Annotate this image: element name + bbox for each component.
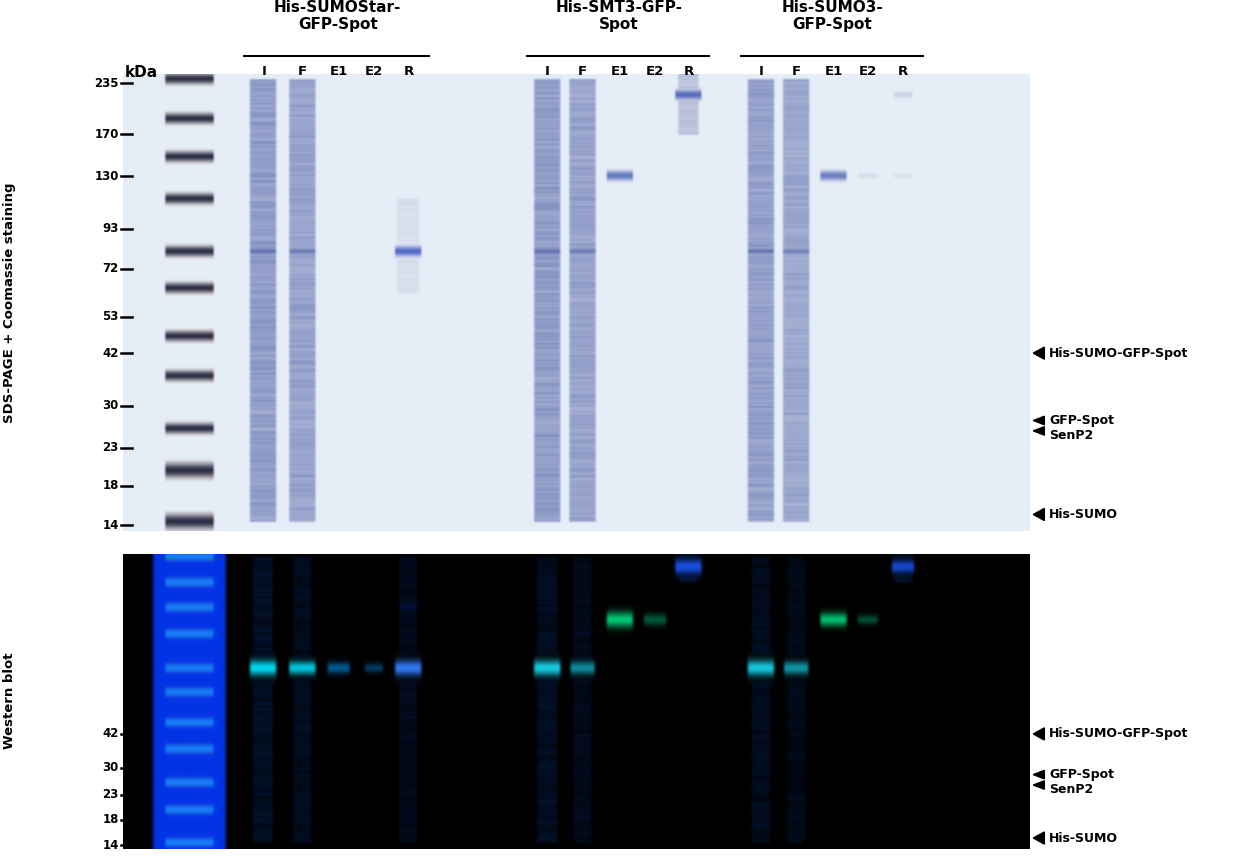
Polygon shape xyxy=(1033,781,1044,789)
Text: F: F xyxy=(298,65,307,78)
Polygon shape xyxy=(1033,727,1044,740)
Text: R: R xyxy=(403,65,414,78)
Text: 14: 14 xyxy=(102,838,118,851)
Text: His-SUMOStar-
GFP-Spot: His-SUMOStar- GFP-Spot xyxy=(274,0,402,32)
Text: E2: E2 xyxy=(646,65,665,78)
Text: I: I xyxy=(261,65,266,78)
Text: kDa: kDa xyxy=(125,65,158,80)
Text: GFP-Spot
SenP2: GFP-Spot SenP2 xyxy=(1049,768,1115,797)
Text: I: I xyxy=(545,65,550,78)
Text: R: R xyxy=(898,65,907,78)
Text: 42: 42 xyxy=(102,346,118,359)
Text: 23: 23 xyxy=(102,441,118,454)
Text: 18: 18 xyxy=(102,480,118,493)
Text: 93: 93 xyxy=(102,222,118,235)
Text: E1: E1 xyxy=(825,65,843,78)
Text: 30: 30 xyxy=(102,399,118,412)
Text: His-SMT3-GFP-
Spot: His-SMT3-GFP- Spot xyxy=(555,0,682,32)
Text: 30: 30 xyxy=(102,761,118,774)
Text: His-SUMO: His-SUMO xyxy=(1049,831,1118,844)
Text: SDS-PAGE + Coomassie staining: SDS-PAGE + Coomassie staining xyxy=(4,182,16,423)
Text: His-SUMO-GFP-Spot: His-SUMO-GFP-Spot xyxy=(1049,727,1189,740)
Text: Western blot: Western blot xyxy=(4,653,16,749)
Polygon shape xyxy=(1033,347,1044,359)
Text: 130: 130 xyxy=(95,170,118,183)
Text: I: I xyxy=(758,65,763,78)
Text: E2: E2 xyxy=(859,65,878,78)
Text: 18: 18 xyxy=(102,813,118,826)
Polygon shape xyxy=(1033,771,1044,779)
Polygon shape xyxy=(1033,417,1044,424)
Text: 72: 72 xyxy=(102,262,118,275)
Text: E2: E2 xyxy=(365,65,383,78)
Text: His-SUMO3-
GFP-Spot: His-SUMO3- GFP-Spot xyxy=(782,0,883,32)
Text: F: F xyxy=(578,65,587,78)
Text: 14: 14 xyxy=(102,519,118,532)
Text: 23: 23 xyxy=(102,788,118,801)
Polygon shape xyxy=(1033,832,1044,844)
Text: F: F xyxy=(792,65,801,78)
Text: 53: 53 xyxy=(102,310,118,323)
Text: His-SUMO-GFP-Spot: His-SUMO-GFP-Spot xyxy=(1049,346,1189,359)
Polygon shape xyxy=(1033,427,1044,435)
Text: E1: E1 xyxy=(610,65,629,78)
Text: E1: E1 xyxy=(330,65,348,78)
Text: R: R xyxy=(683,65,694,78)
Text: His-SUMO: His-SUMO xyxy=(1049,508,1118,521)
Text: 170: 170 xyxy=(95,127,118,140)
Text: GFP-Spot
SenP2: GFP-Spot SenP2 xyxy=(1049,414,1115,443)
Text: 42: 42 xyxy=(102,727,118,740)
Polygon shape xyxy=(1033,508,1044,520)
Text: 235: 235 xyxy=(94,77,118,90)
